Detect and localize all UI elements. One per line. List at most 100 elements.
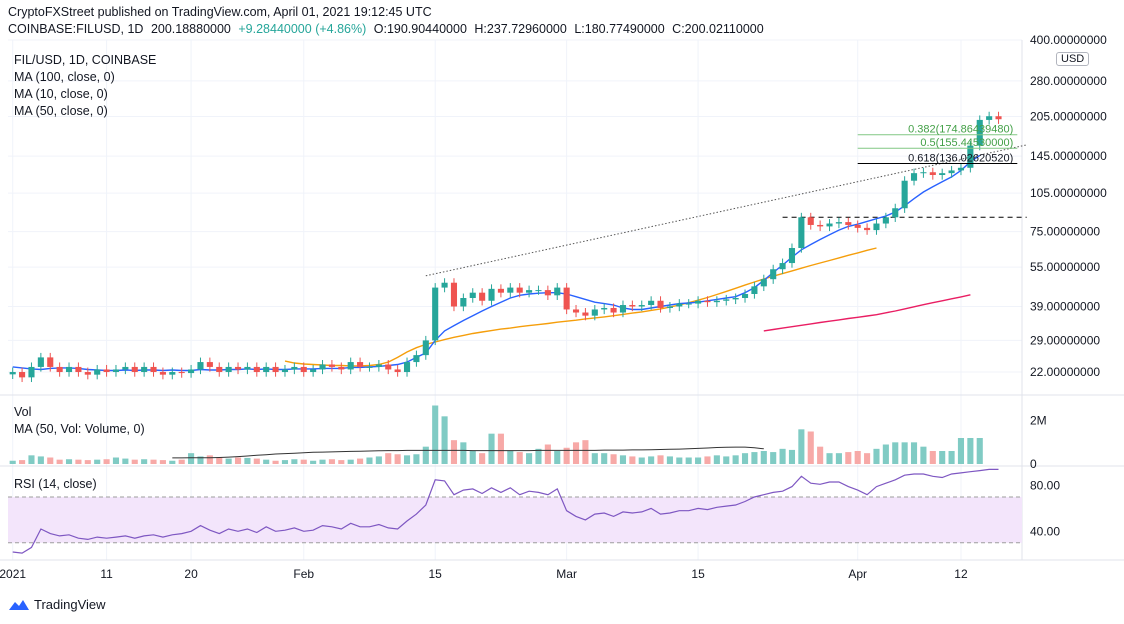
volume-bar <box>676 457 683 464</box>
candle-body <box>601 307 608 310</box>
volume-bar <box>291 459 298 464</box>
date-tick-label: 12 <box>954 567 968 581</box>
rsi-tick-label: 40.00 <box>1030 524 1060 538</box>
candle-body <box>159 372 166 375</box>
candle-body <box>591 309 598 316</box>
volume-bar <box>497 433 504 464</box>
candle-body <box>695 300 702 304</box>
legend-volume[interactable]: Vol <box>14 405 32 419</box>
price-tick-label: 280.00000000 <box>1030 74 1107 88</box>
candle-body <box>94 369 101 375</box>
volume-bar <box>112 457 120 464</box>
volume-bar <box>37 456 44 464</box>
candle-body <box>310 369 317 373</box>
volume-bar <box>817 446 824 464</box>
candle-body <box>488 288 495 301</box>
volume-bar <box>892 442 899 464</box>
candle-body <box>939 173 946 175</box>
currency-badge[interactable]: USD <box>1056 52 1090 66</box>
volume-bar <box>479 453 486 464</box>
volume-bar <box>554 451 561 464</box>
volume-bar <box>9 460 16 464</box>
volume-bar <box>357 458 364 464</box>
candle-body <box>770 269 777 280</box>
candle-body <box>854 224 861 228</box>
candle-body <box>291 366 298 370</box>
legend-rsi[interactable]: RSI (14, close) <box>14 477 97 491</box>
close-price: C:200.02110000 <box>672 22 764 36</box>
date-tick-label: 15 <box>691 567 705 581</box>
candle-body <box>263 366 270 373</box>
volume-bar <box>929 451 936 464</box>
price-tick-label: 55.00000000 <box>1030 260 1100 274</box>
candle-body <box>826 223 833 227</box>
legend-ma50[interactable]: MA (50, close, 0) <box>14 104 108 118</box>
open-price: O:190.90440000 <box>373 22 467 36</box>
volume-bar <box>638 457 645 464</box>
candle-body <box>948 170 955 174</box>
candle-body <box>281 369 289 373</box>
legend-ma100[interactable]: MA (100, close, 0) <box>14 70 115 84</box>
volume-bar <box>281 460 289 464</box>
volume-bar <box>422 446 429 464</box>
candle-body <box>244 366 251 370</box>
legend-ma10[interactable]: MA (10, close, 0) <box>14 87 108 101</box>
tradingview-logo[interactable]: TradingView <box>8 597 106 612</box>
candle-body <box>817 224 824 227</box>
candle-body <box>976 119 983 146</box>
volume-bar <box>939 451 946 464</box>
candle-body <box>676 303 683 307</box>
volume-bar <box>441 416 448 464</box>
legend-title[interactable]: FIL/USD, 1D, COINBASE <box>14 53 157 67</box>
candle-body <box>835 222 842 224</box>
candle-body <box>554 287 561 296</box>
volume-bar <box>216 457 223 464</box>
candle-body <box>47 357 54 367</box>
volume-bar <box>657 455 664 464</box>
volume-bar <box>385 453 392 464</box>
candle-body <box>141 366 148 373</box>
volume-bar <box>723 456 730 464</box>
volume-bar <box>488 433 495 464</box>
volume-bar <box>601 453 608 464</box>
volume-bar <box>967 438 974 464</box>
price-tick-label: 39.00000000 <box>1030 299 1100 313</box>
candle-body <box>779 263 786 270</box>
volume-bar <box>544 444 551 464</box>
candle-body <box>967 145 974 168</box>
rsi-band <box>8 496 1022 544</box>
volume-tick-label: 0 <box>1030 457 1037 471</box>
trendlines <box>425 144 1027 277</box>
legend-volume-ma[interactable]: MA (50, Vol: Volume, 0) <box>14 422 145 436</box>
volume-bar <box>188 453 195 464</box>
volume-bar <box>469 451 476 464</box>
candle-body <box>178 372 185 374</box>
volume-bar <box>347 459 354 464</box>
candle-body <box>507 287 514 293</box>
volume-bar <box>206 455 213 464</box>
candle-body <box>37 357 44 367</box>
volume-bar <box>572 442 580 464</box>
candle-body <box>957 167 965 171</box>
high-price: H:237.72960000 <box>474 22 567 36</box>
candle-body <box>319 364 326 370</box>
volume-bar <box>28 455 35 464</box>
price-tick-label: 105.00000000 <box>1030 186 1107 200</box>
volume-bar <box>310 460 317 464</box>
date-tick-label: 11 <box>100 567 113 581</box>
fibonacci-levels: 0.382(174.86439480)0.5(155.44530000) 0.61… <box>857 124 1018 164</box>
volume-bar <box>854 451 861 464</box>
volume-bar <box>413 454 420 464</box>
grid <box>0 39 1124 561</box>
candle-body <box>75 366 82 373</box>
volume-bar <box>150 459 157 464</box>
volume-bar <box>629 456 636 464</box>
candle-body <box>629 305 636 307</box>
candle-body <box>122 366 129 370</box>
price-tick-label: 22.00000000 <box>1030 365 1100 379</box>
volume-bar <box>403 455 411 464</box>
candle-body <box>469 292 476 299</box>
candle-body <box>713 300 720 303</box>
volume-bar <box>394 454 401 464</box>
